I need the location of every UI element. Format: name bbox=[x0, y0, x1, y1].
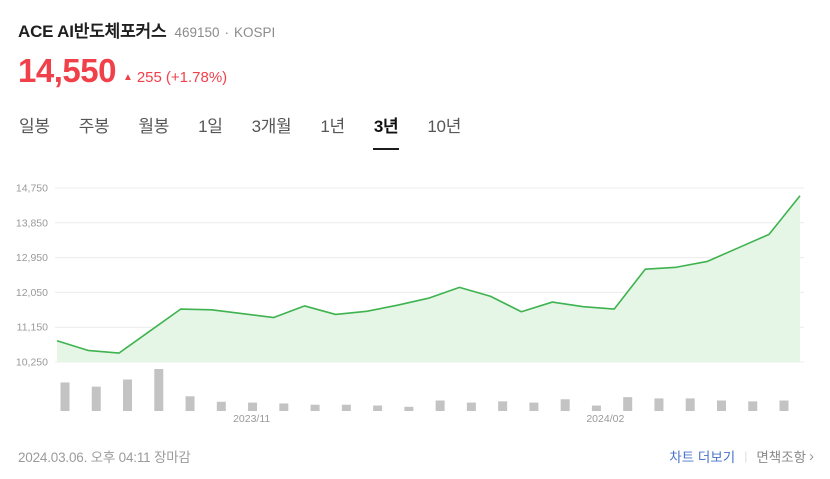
svg-text:14,750: 14,750 bbox=[16, 183, 48, 195]
svg-text:13,850: 13,850 bbox=[16, 217, 48, 229]
svg-text:11,150: 11,150 bbox=[17, 322, 48, 334]
tab-1년[interactable]: 1년 bbox=[319, 112, 346, 150]
page-title: ACE AI반도체포커스 bbox=[18, 22, 167, 41]
period-tabs: 일봉 주봉 월봉 1일 3개월 1년 3년 10년 bbox=[18, 112, 462, 150]
chart-more-link[interactable]: 차트 더보기 bbox=[669, 446, 735, 466]
disclaimer-label: 면책조항 bbox=[756, 450, 806, 465]
tab-3년[interactable]: 3년 bbox=[372, 112, 400, 150]
chevron-right-icon: › bbox=[809, 447, 814, 465]
footer-timestamp: 2024.03.06. 오후 04:11 장마감 bbox=[18, 450, 191, 465]
tab-10년[interactable]: 10년 bbox=[426, 112, 462, 150]
svg-text:12,950: 12,950 bbox=[16, 252, 48, 264]
stock-code: 469150 bbox=[174, 25, 220, 40]
footer-divider: | bbox=[744, 449, 748, 463]
svg-text:2024/02: 2024/02 bbox=[586, 413, 624, 425]
svg-text:10,250: 10,250 bbox=[16, 357, 48, 369]
price-chart[interactable]: 14,750 13,850 12,950 12,050 11,150 10,250 2023… bbox=[0, 175, 830, 427]
current-price: 14,550 bbox=[18, 52, 116, 89]
dot-separator: · bbox=[224, 25, 230, 40]
price-row: 14,550 ▲ 255 (+1.78%) bbox=[18, 52, 227, 90]
svg-text:2023/11: 2023/11 bbox=[233, 413, 270, 425]
tab-3개월[interactable]: 3개월 bbox=[251, 112, 293, 150]
price-change-percent: (+1.78%) bbox=[165, 69, 228, 86]
market-label: KOSPI bbox=[234, 25, 276, 40]
chart-area[interactable]: 14,750 13,850 12,950 12,050 11,150 10,250 2023… bbox=[0, 175, 830, 427]
footer: 2024.03.06. 오후 04:11 장마감 차트 더보기 | 면책조항 › bbox=[18, 446, 814, 466]
tab-일봉[interactable]: 일봉 bbox=[18, 112, 51, 150]
svg-text:12,050: 12,050 bbox=[16, 287, 48, 299]
stock-header: ACE AI반도체포커스 469150 · KOSPI bbox=[18, 17, 275, 42]
tab-월봉[interactable]: 월봉 bbox=[137, 112, 170, 150]
price-change: 255 bbox=[136, 69, 162, 86]
tab-1일[interactable]: 1일 bbox=[197, 112, 224, 150]
tab-주봉[interactable]: 주봉 bbox=[78, 112, 111, 150]
disclaimer-link[interactable]: 면책조항 › bbox=[756, 446, 814, 466]
up-arrow-icon: ▲ bbox=[122, 72, 133, 83]
